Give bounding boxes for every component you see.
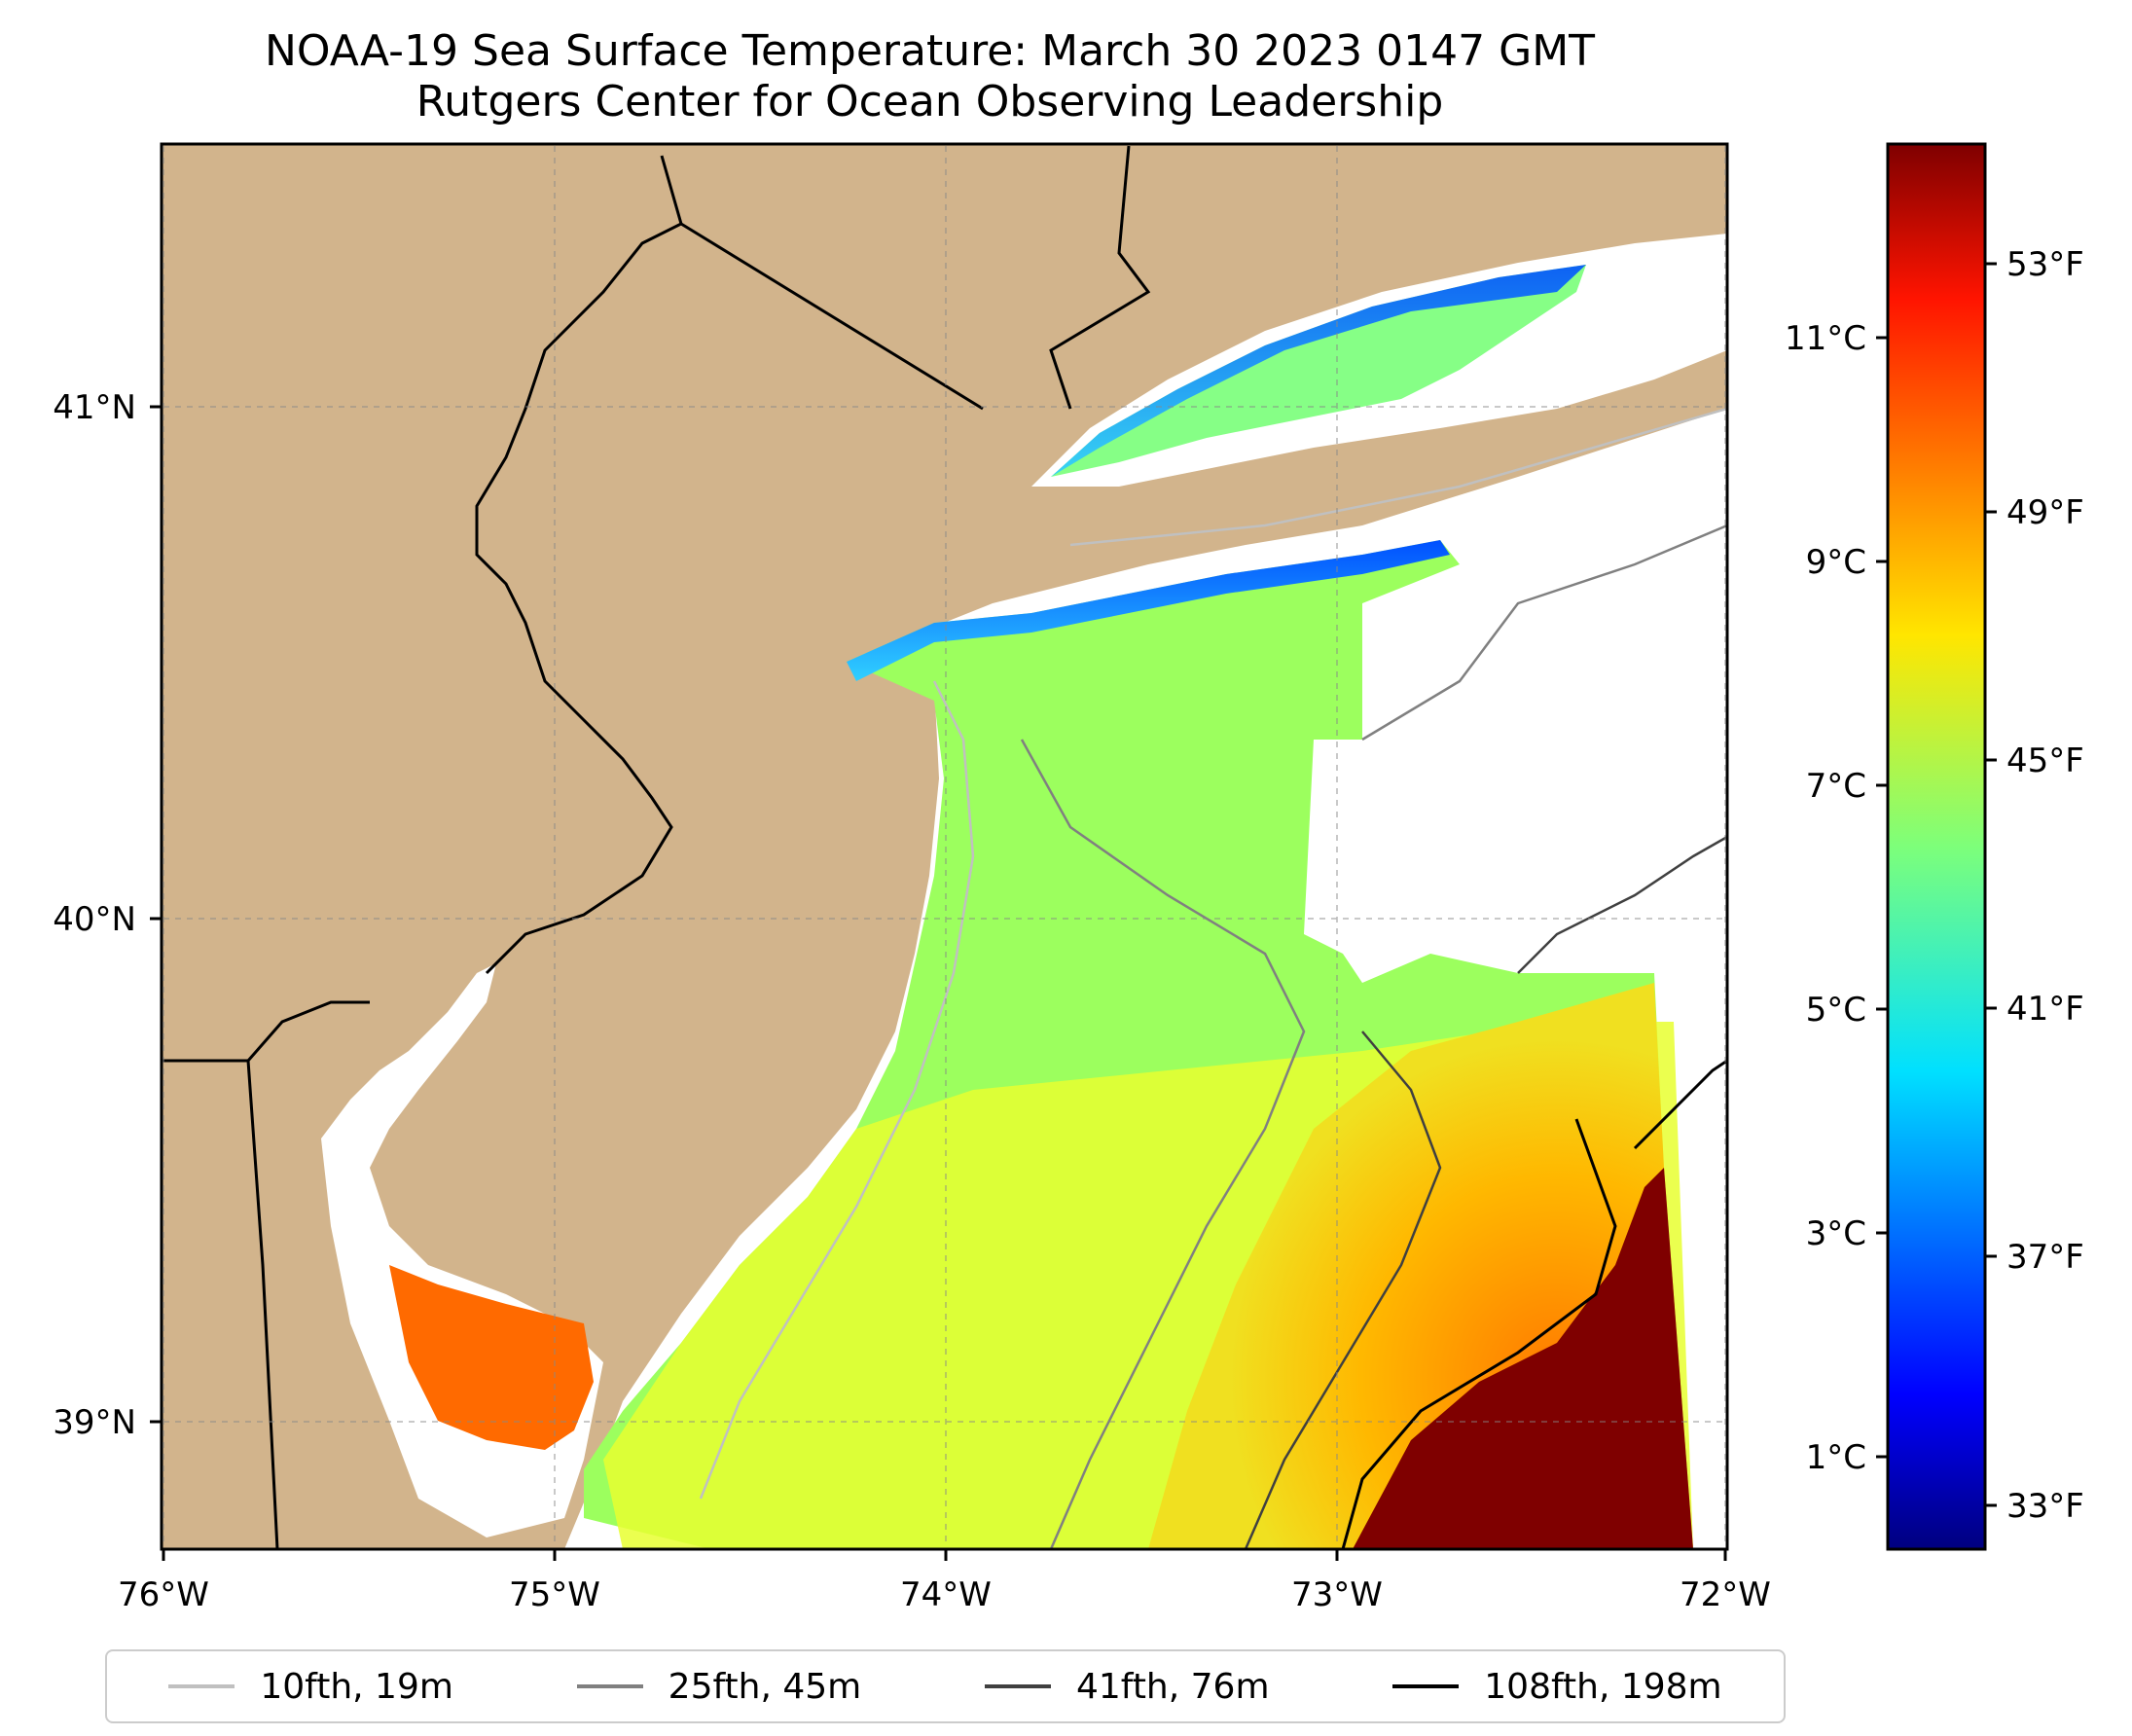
sst-sound-cold-edge [1051,265,1586,477]
legend-label: 108fth, 198m [1484,1666,1722,1707]
legend-item: 108fth, 198m [1392,1666,1722,1707]
map-title: NOAA-19 Sea Surface Temperature: March 3… [264,26,1596,76]
legend-label: 41fth, 76m [1075,1666,1270,1707]
gridlines [163,146,1726,1547]
sst-coastal-cold [847,540,1450,681]
legend-item: 10fth, 19m [168,1667,453,1707]
x-tick-label: 73°W [1291,1575,1383,1614]
colorbar-celsius-label: 7°C [1806,767,1866,806]
colorbar-celsius-label: 1°C [1806,1438,1866,1477]
colorbar-celsius-label: 3°C [1806,1214,1866,1253]
x-tick-label: 72°W [1680,1575,1771,1614]
x-tick-label: 76°W [118,1575,209,1614]
contour-legend: 10fth, 19m 25fth, 45m 41fth, 76m 108fth,… [105,1649,1786,1723]
legend-line-swatch [168,1684,235,1688]
colorbar-celsius-label: 5°C [1806,991,1866,1030]
map-subtitle: Rutgers Center for Ocean Observing Leade… [416,77,1444,127]
colorbar-fahrenheit-label: 53°F [2006,245,2084,284]
colorbar-fahrenheit-label: 37°F [2006,1238,2084,1277]
y-tick-label: 39°N [53,1403,136,1442]
state-borders [162,145,1151,1549]
y-tick-label: 40°N [53,900,136,939]
colorbar-fahrenheit-label: 49°F [2006,493,2084,532]
colorbar [1886,142,1987,1551]
sst-sound-field [1051,265,1586,477]
legend-label: 10fth, 19m [260,1666,453,1707]
colorbar-fahrenheit-label: 45°F [2006,741,2084,780]
colorbar-celsius-label: 9°C [1806,543,1866,582]
x-tick-label: 75°W [509,1575,600,1614]
legend-label: 25fth, 45m [668,1666,862,1707]
sst-delaware-bay-warm [389,1265,594,1450]
legend-line-swatch [1392,1684,1460,1688]
legend-item: 41fth, 76m [984,1666,1270,1707]
y-tick-label: 41°N [53,388,136,427]
axis-ticks [150,405,1727,1561]
legend-line-swatch [984,1684,1051,1688]
sst-gulf-stream-hot [1353,1168,1693,1549]
colorbar-fahrenheit-label: 41°F [2006,990,2084,1029]
colorbar-fahrenheit-label: 33°F [2006,1487,2084,1526]
colorbar-celsius-label: 11°C [1785,319,1866,358]
depth-contours [699,407,1727,1549]
x-tick-label: 74°W [900,1575,992,1614]
legend-item: 25fth, 45m [576,1666,862,1707]
legend-line-swatch [576,1684,643,1688]
